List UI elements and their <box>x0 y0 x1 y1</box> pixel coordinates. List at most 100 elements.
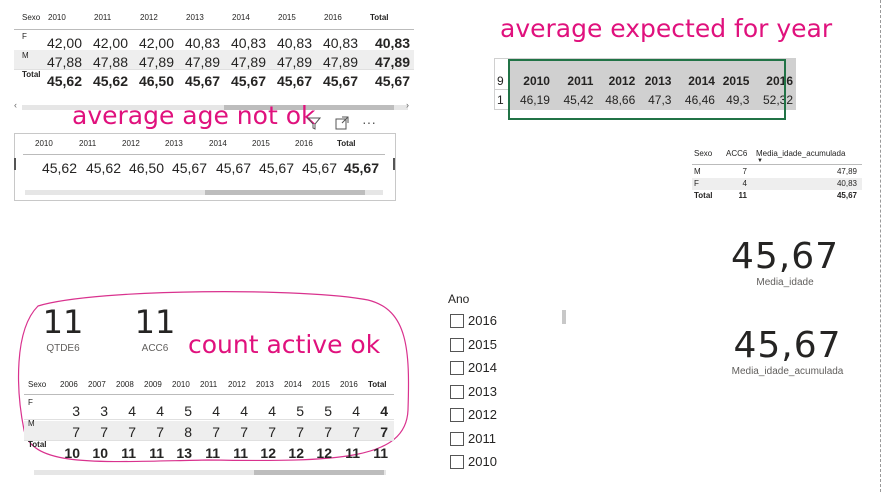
column-header[interactable]: 2009 <box>144 380 162 389</box>
table-cell: 7 <box>268 424 276 440</box>
scrollbar-thumb[interactable] <box>254 470 384 475</box>
card-media-idade: 45,67 Media_idade <box>720 236 850 296</box>
column-header[interactable]: 2011 <box>94 13 112 22</box>
column-header[interactable]: Total <box>368 380 387 389</box>
table-cell: 4 <box>240 403 248 419</box>
slicer-item-label[interactable]: 2016 <box>468 313 497 328</box>
row-header[interactable]: Total <box>28 440 47 449</box>
row-header[interactable]: Total <box>694 191 713 200</box>
slicer-checkbox[interactable] <box>450 408 464 422</box>
resize-handle[interactable] <box>393 158 395 170</box>
row-header[interactable]: M <box>694 167 701 176</box>
slicer-item-label[interactable]: 2014 <box>468 360 497 375</box>
table-cell: 42,00 <box>138 35 174 51</box>
column-header[interactable]: 2015 <box>278 13 296 22</box>
excel-cell[interactable]: 9 <box>493 58 512 90</box>
column-header[interactable]: 2011 <box>200 380 218 389</box>
table-cell: 8 <box>184 424 192 440</box>
slicer-checkbox[interactable] <box>450 431 464 446</box>
focus-mode-icon[interactable] <box>335 116 351 132</box>
column-header[interactable]: 2007 <box>88 380 106 389</box>
row-band <box>24 421 394 440</box>
horizontal-scrollbar[interactable] <box>22 105 408 110</box>
card-qtde6: 11 QTDE6 <box>38 303 88 354</box>
horizontal-scrollbar[interactable] <box>25 190 383 195</box>
excel-cell[interactable]: 46,46 <box>673 89 718 110</box>
excel-cell[interactable]: 46,19 <box>510 89 553 110</box>
table-cell: 47,89 <box>138 54 174 70</box>
row-header[interactable]: F <box>694 179 699 188</box>
table-cell: 3 <box>100 403 108 419</box>
slicer-checkbox[interactable] <box>450 384 464 399</box>
column-header[interactable]: 2012 <box>122 139 140 148</box>
excel-cell[interactable]: 45,42 <box>551 89 597 110</box>
column-header[interactable]: 2008 <box>116 380 134 389</box>
column-header[interactable]: 2012 <box>228 380 246 389</box>
excel-cell[interactable]: 2012 <box>595 58 639 90</box>
column-header[interactable]: Media_idade_acumulada <box>756 149 846 158</box>
column-header[interactable]: 2016 <box>295 139 313 148</box>
column-header[interactable]: 2011 <box>79 139 97 148</box>
column-header[interactable]: Sexo <box>28 380 47 389</box>
scrollbar-thumb[interactable] <box>205 190 365 195</box>
table-cell: 4 <box>742 179 747 188</box>
excel-cell[interactable]: 2011 <box>551 58 597 90</box>
scroll-left-icon[interactable]: ‹ <box>14 100 17 110</box>
table-cell: 47,89 <box>230 54 266 70</box>
table-cell: 7 <box>324 424 332 440</box>
table-cell: 7 <box>128 424 136 440</box>
row-header[interactable]: Total <box>22 70 41 79</box>
column-header[interactable]: Sexo <box>22 13 41 22</box>
column-header[interactable]: 2013 <box>256 380 274 389</box>
column-header[interactable]: 2013 <box>165 139 183 148</box>
excel-cell[interactable]: 1 <box>493 89 512 110</box>
excel-cell[interactable]: 2010 <box>510 58 553 90</box>
table-average-total-visual[interactable]: ··· 2010 2011 2012 2013 2014 2015 2016 Total 45… <box>14 114 396 201</box>
slicer-scrollbar[interactable] <box>562 310 566 324</box>
column-header[interactable]: 2010 <box>35 139 53 148</box>
column-header[interactable]: ACC6 <box>726 149 748 158</box>
slicer-item-label[interactable]: 2012 <box>468 407 497 422</box>
page-boundary <box>880 0 881 492</box>
column-header[interactable]: Total <box>337 139 356 148</box>
horizontal-scrollbar[interactable] <box>34 470 386 475</box>
row-header[interactable]: F <box>28 398 33 407</box>
column-header[interactable]: 2012 <box>140 13 158 22</box>
column-header[interactable]: 2006 <box>60 380 78 389</box>
slicer-item-label[interactable]: 2011 <box>468 430 496 446</box>
column-header[interactable]: 2010 <box>172 380 190 389</box>
excel-cell[interactable]: 2013 <box>637 58 675 90</box>
column-header[interactable]: 2016 <box>324 13 342 22</box>
card-label: Media_idade <box>756 277 814 288</box>
slicer-checkbox[interactable] <box>450 455 464 469</box>
table-cell: 40,83 <box>276 35 312 51</box>
column-header[interactable]: 2014 <box>284 380 302 389</box>
column-header[interactable]: 2014 <box>209 139 227 148</box>
slicer-checkbox[interactable] <box>450 314 464 328</box>
row-header[interactable]: F <box>22 32 27 41</box>
column-header[interactable]: 2015 <box>312 380 330 389</box>
scroll-right-icon[interactable]: › <box>406 100 409 110</box>
row-header[interactable]: M <box>28 419 35 428</box>
column-header[interactable]: 2013 <box>186 13 204 22</box>
resize-handle[interactable] <box>14 158 16 170</box>
more-options-icon[interactable]: ··· <box>362 114 376 130</box>
column-header[interactable]: Sexo <box>694 149 713 158</box>
excel-cell[interactable]: 2016 <box>751 58 796 90</box>
slicer-item-label[interactable]: 2010 <box>468 454 497 469</box>
column-header[interactable]: Total <box>370 13 389 22</box>
scrollbar-thumb[interactable] <box>224 105 394 110</box>
column-header[interactable]: 2016 <box>340 380 358 389</box>
slicer-checkbox[interactable] <box>450 337 464 352</box>
slicer-checkbox[interactable] <box>450 361 464 375</box>
column-header[interactable]: 2014 <box>232 13 250 22</box>
column-header[interactable]: 2015 <box>252 139 270 148</box>
column-header[interactable]: 2010 <box>48 13 66 22</box>
table-cell: 5 <box>324 403 332 419</box>
row-header[interactable]: M <box>22 51 29 60</box>
slicer-item-label[interactable]: 2013 <box>468 383 497 399</box>
excel-cell[interactable]: 47,3 <box>637 89 675 110</box>
slicer-item-label[interactable]: 2015 <box>468 336 497 352</box>
filter-icon[interactable] <box>306 116 323 132</box>
excel-cell[interactable]: 49,3 <box>716 89 753 110</box>
